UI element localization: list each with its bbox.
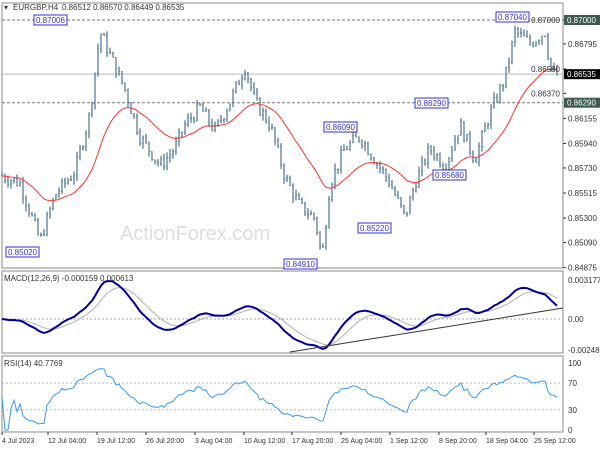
time-tick-label: 25 Sep 12:00 bbox=[534, 438, 576, 445]
rsi-axis-label: 100 bbox=[568, 359, 582, 368]
macd-trendline bbox=[289, 307, 564, 353]
price-tick-label: 0.86370 bbox=[531, 89, 560, 98]
price-annotation-box bbox=[323, 121, 358, 133]
time-tick-label: 10 Aug 12:00 bbox=[244, 438, 285, 445]
price-annotation-label: 0.87040 bbox=[498, 13, 527, 22]
rsi-axis-label: 0 bbox=[568, 426, 573, 435]
price-annotation-label: 0.86090 bbox=[326, 123, 355, 132]
price-annotation-box bbox=[414, 97, 449, 109]
symbol-label: EURGBP,H4 bbox=[13, 3, 59, 12]
macd-line bbox=[1, 279, 558, 350]
rsi-line bbox=[1, 368, 558, 431]
time-tick-label: 26 Jul 20:00 bbox=[146, 438, 184, 445]
collapse-triangle-icon[interactable]: ▾ bbox=[4, 3, 8, 12]
time-tick-label: 25 Aug 04:00 bbox=[341, 438, 382, 445]
macd-title: MACD(12,26,9) -0.000159 0.000613 bbox=[4, 274, 134, 283]
price-level-tag-label: 0.86290 bbox=[567, 99, 596, 108]
macd-axis-label: 0.003177 bbox=[568, 276, 600, 285]
price-tick-label: 0.84875 bbox=[568, 264, 597, 273]
price-annotation-box bbox=[33, 14, 68, 26]
price-annotation-box bbox=[432, 169, 467, 181]
price-annotation-box bbox=[283, 258, 318, 270]
price-annotation-label: 0.87006 bbox=[36, 16, 65, 25]
price-level-tag-label: 0.87000 bbox=[567, 16, 596, 25]
rsi-title: RSI(14) 40.7769 bbox=[4, 359, 63, 368]
price-annotation-label: 0.85220 bbox=[360, 224, 389, 233]
time-tick-label: 12 Jul 04:00 bbox=[48, 438, 86, 445]
price-tick-label: 0.85300 bbox=[568, 214, 597, 223]
price-tick-label: 0.87000 bbox=[531, 16, 560, 25]
pane-frame bbox=[1, 355, 564, 433]
price-annotation-label: 0.84910 bbox=[286, 260, 315, 269]
time-tick-label: 19 Jul 12:00 bbox=[97, 438, 135, 445]
time-tick-label: 3 Aug 04:00 bbox=[195, 438, 232, 445]
watermark: ActionForex.com bbox=[120, 223, 270, 245]
pane-frame bbox=[1, 270, 564, 354]
price-annotation-box bbox=[5, 246, 40, 258]
time-tick-label: 17 Aug 20:00 bbox=[292, 438, 333, 445]
price-level-tag bbox=[564, 69, 600, 80]
ohlc-readout: 0.86512 0.86570 0.86449 0.86535 bbox=[62, 3, 185, 12]
pane-frame bbox=[1, 2, 564, 269]
price-tick-label: 0.86155 bbox=[568, 114, 597, 123]
moving-average-line bbox=[1, 68, 558, 202]
price-tick-label: 0.86580 bbox=[531, 65, 560, 74]
price-annotation-label: 0.86290 bbox=[417, 99, 446, 108]
price-annotation-box bbox=[495, 11, 530, 23]
price-annotation-label: 0.85020 bbox=[8, 248, 37, 257]
price-level-tag bbox=[564, 97, 600, 108]
price-annotation-box bbox=[357, 222, 392, 234]
rsi-axis-label: 70 bbox=[568, 379, 577, 388]
price-tick-label: 0.85515 bbox=[568, 189, 597, 198]
macd-axis-label: -0.002482 bbox=[568, 346, 600, 355]
rsi-axis-label: 30 bbox=[568, 406, 577, 415]
time-tick-label: 8 Sep 20:00 bbox=[439, 438, 477, 445]
price-tick-label: 0.85090 bbox=[568, 239, 597, 248]
time-tick-label: 1 Sep 12:00 bbox=[390, 438, 428, 445]
price-tick-label: 0.85730 bbox=[568, 164, 597, 173]
time-tick-label: 18 Sep 04:00 bbox=[486, 438, 528, 445]
price-annotation-label: 0.85680 bbox=[435, 171, 464, 180]
price-level-tag bbox=[564, 15, 600, 25]
price-tick-label: 0.86795 bbox=[568, 40, 597, 49]
time-tick-label: 4 Jul 2023 bbox=[2, 438, 34, 445]
price-level-tag-label: 0.86535 bbox=[567, 70, 596, 79]
macd-axis-label: 0.00 bbox=[568, 315, 584, 324]
macd-signal-line bbox=[1, 287, 558, 346]
price-tick-label: 0.85940 bbox=[568, 139, 597, 148]
